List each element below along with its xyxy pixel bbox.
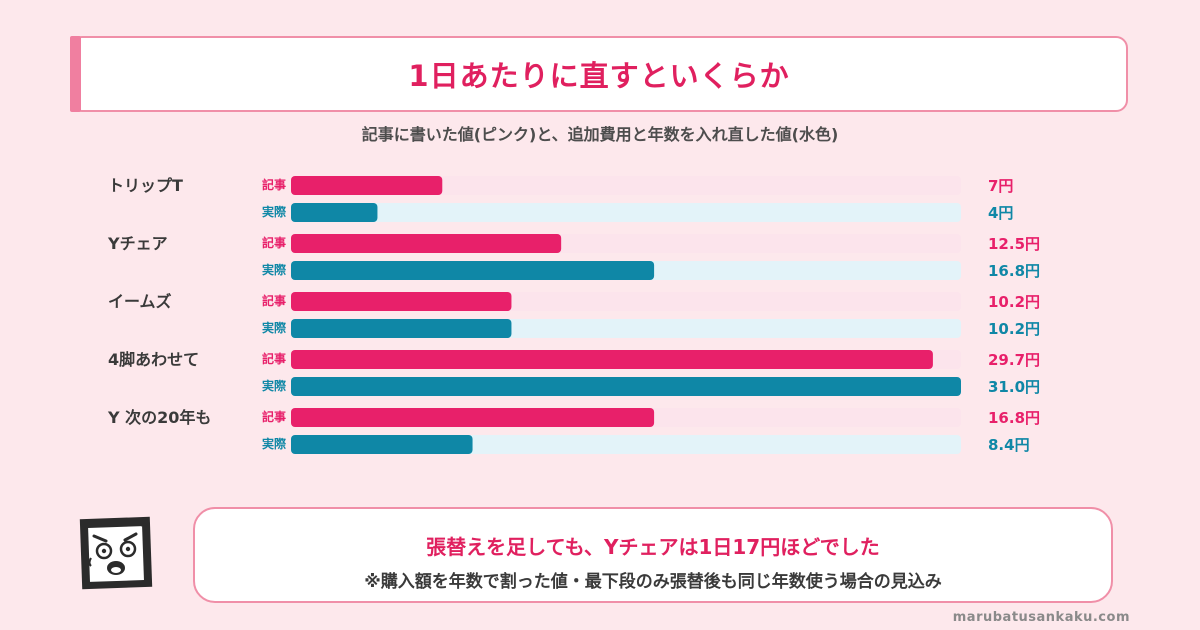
data-label: 16.8円 <box>988 409 1040 427</box>
series-label: 記事 <box>262 235 286 250</box>
data-label: 10.2円 <box>988 293 1040 311</box>
bar-actual <box>291 377 961 396</box>
bar-article <box>291 292 512 311</box>
series-label: 実際 <box>262 378 287 393</box>
data-label: 31.0円 <box>988 378 1040 396</box>
series-label: 実際 <box>262 262 287 277</box>
title-box: 1日あたりに直すといくらか <box>70 36 1128 112</box>
category-label: Y 次の20年も <box>107 408 211 427</box>
callout-note-text: ※購入額を年数で割った値・最下段のみ張替後も同じ年数使う場合の見込み <box>364 572 942 592</box>
series-label: 記事 <box>262 409 286 424</box>
series-label: 実際 <box>262 204 287 219</box>
site-credit: marubatusankaku.com <box>952 610 1130 625</box>
bar-article <box>291 350 933 369</box>
bar-article <box>291 234 562 253</box>
bar-track <box>291 203 961 222</box>
title-accent-bar <box>70 36 81 112</box>
bar-article <box>291 176 443 195</box>
series-label: 記事 <box>262 177 286 192</box>
series-label: 実際 <box>262 436 287 451</box>
series-label: 実際 <box>262 320 287 335</box>
bar-actual <box>291 261 655 280</box>
bar-track <box>291 176 961 195</box>
bar-actual <box>291 203 378 222</box>
bar-actual <box>291 319 512 338</box>
bar-actual <box>291 435 473 454</box>
chart-title: 1日あたりに直すといくらか <box>408 59 790 93</box>
category-label: Yチェア <box>107 234 168 253</box>
data-label: 8.4円 <box>988 436 1030 454</box>
data-label: 29.7円 <box>988 351 1040 369</box>
series-label: 記事 <box>262 351 286 366</box>
data-label: 12.5円 <box>988 235 1040 253</box>
data-label: 4円 <box>988 204 1013 222</box>
category-label: トリップT <box>108 176 183 195</box>
category-label: 4脚あわせて <box>108 350 199 369</box>
data-label: 7円 <box>988 177 1013 195</box>
shocked-square-face-icon <box>79 516 153 590</box>
chart-subtitle: 記事に書いた値(ピンク)と、追加費用と年数を入れ直した値(水色) <box>361 125 839 144</box>
bar-article <box>291 408 655 427</box>
callout-main-text: 張替えを足しても、Yチェアは1日17円ほどでした <box>426 535 880 559</box>
series-label: 記事 <box>262 293 286 308</box>
category-label: イームズ <box>108 292 172 311</box>
data-label: 10.2円 <box>988 320 1040 338</box>
conclusion-callout: 張替えを足しても、Yチェアは1日17円ほどでした ※購入額を年数で割った値・最下… <box>193 507 1113 603</box>
data-label: 16.8円 <box>988 262 1040 280</box>
